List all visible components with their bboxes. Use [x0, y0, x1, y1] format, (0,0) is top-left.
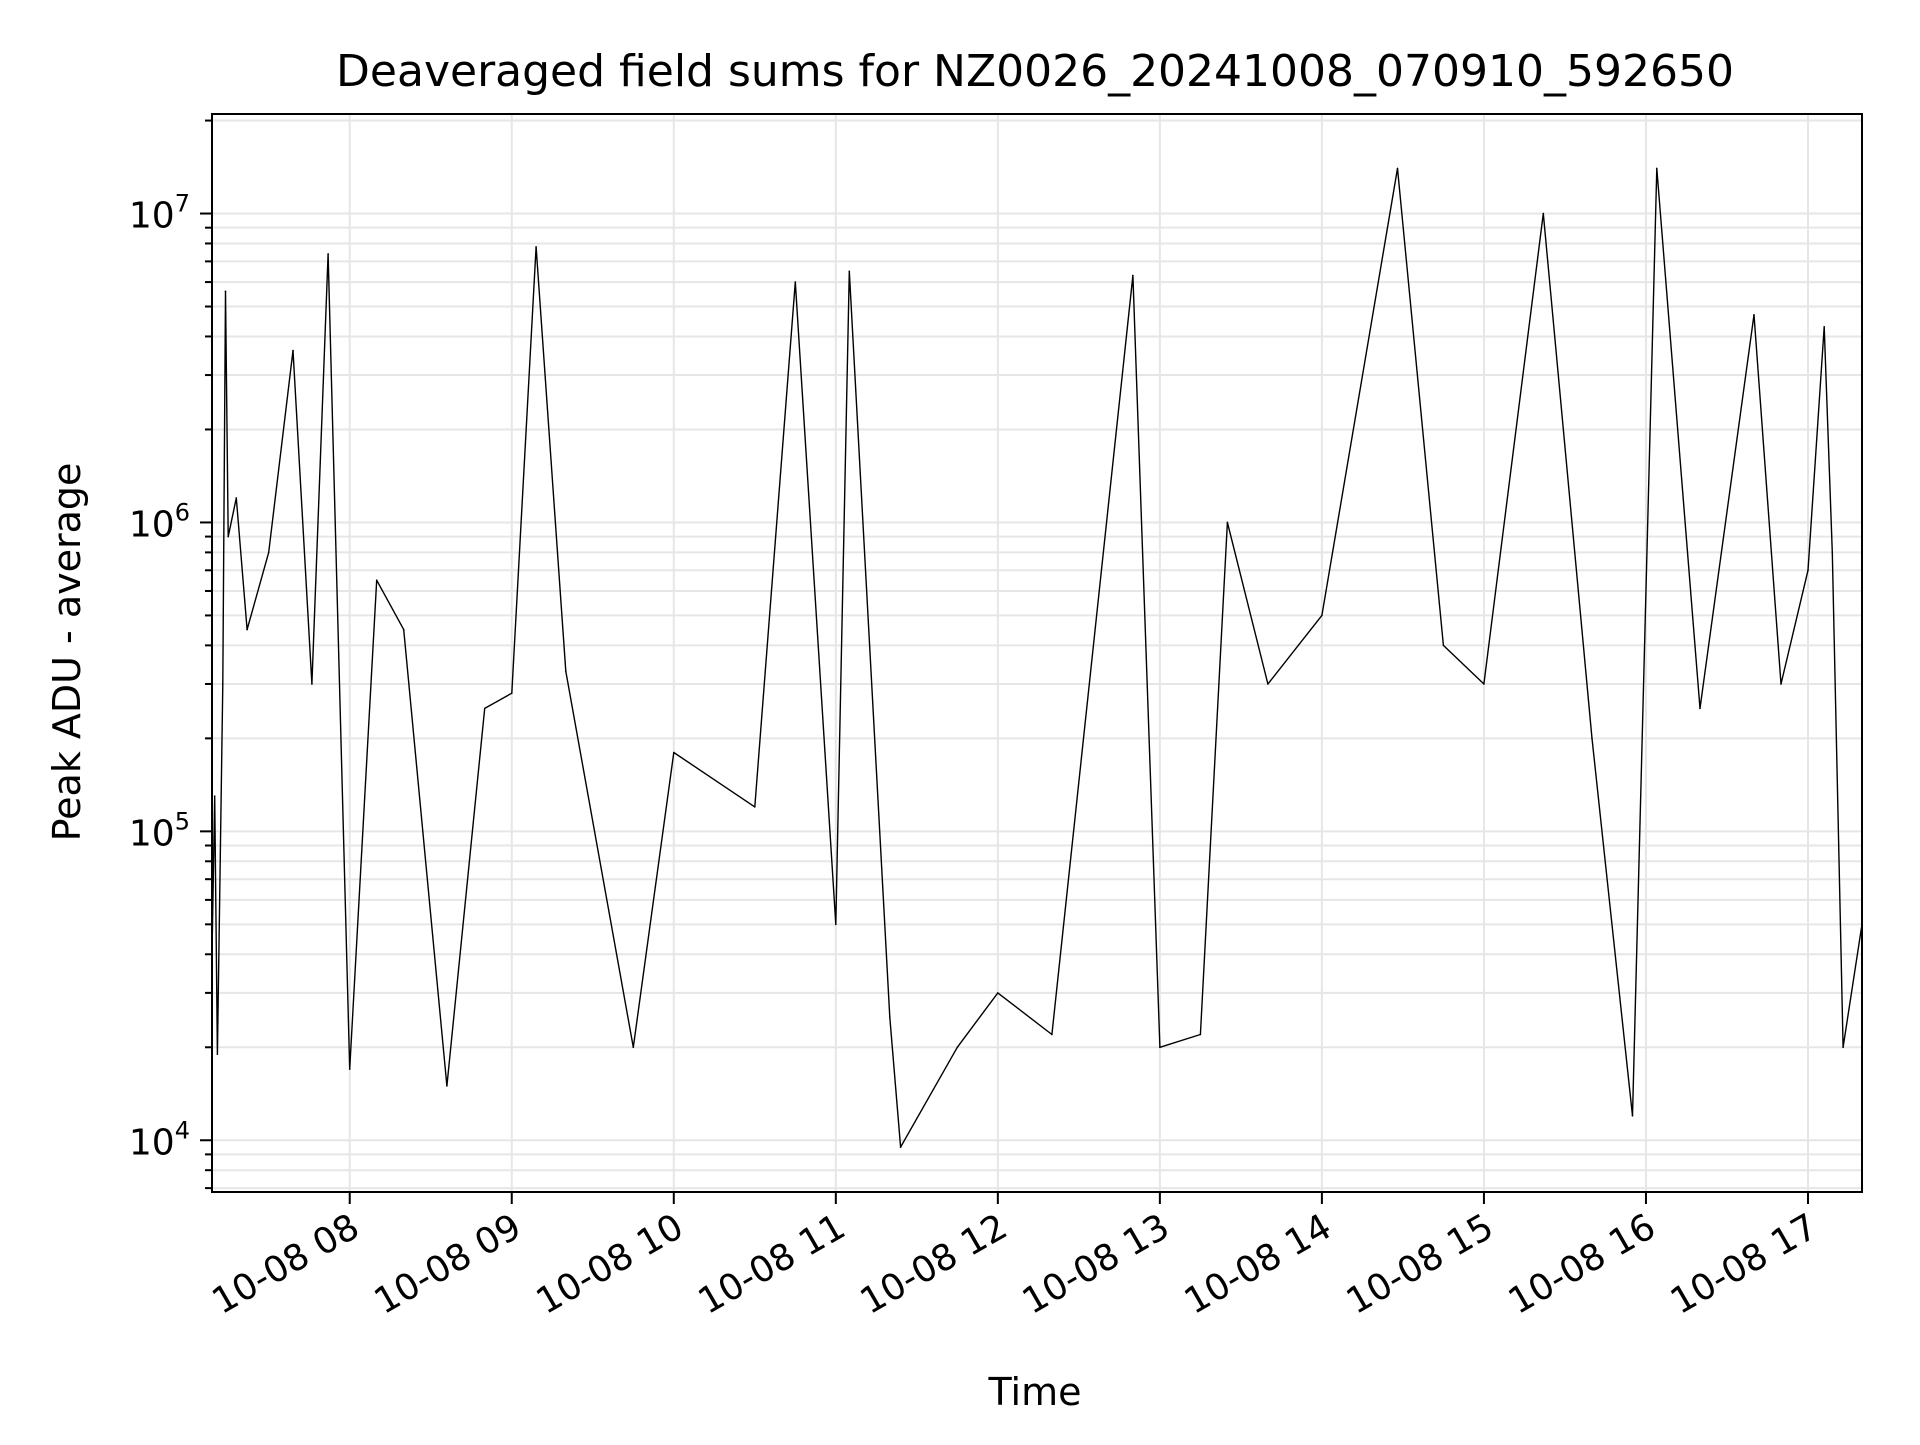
data-point: [375, 579, 378, 582]
data-point: [1051, 1033, 1053, 1036]
data-point: [235, 497, 238, 499]
y-tick-label: 106: [129, 498, 190, 545]
y-tick-exponent: 4: [175, 1116, 190, 1144]
y-tick-label: 104: [129, 1116, 190, 1163]
x-axis-label: Time: [988, 1370, 1082, 1414]
chart-title: Deaveraged field sums for NZ0026_2024100…: [336, 46, 1734, 97]
data-point: [1591, 737, 1593, 740]
data-point: [1842, 1046, 1844, 1049]
data-point: [216, 1053, 219, 1055]
data-point: [1631, 1115, 1634, 1117]
y-tick-label: 105: [129, 807, 190, 854]
data-point: [227, 535, 230, 538]
data-point: [213, 795, 216, 797]
data-point: [510, 692, 513, 695]
y-tick-exponent: 7: [175, 190, 190, 218]
data-point: [564, 670, 567, 672]
data-point: [1823, 325, 1825, 328]
data-point: [1655, 167, 1658, 170]
line-layer: [211, 167, 1863, 1148]
data-point: [889, 1016, 891, 1019]
data-point: [535, 246, 537, 248]
data-point: [1542, 212, 1545, 215]
data-point: [1807, 569, 1809, 572]
data-point: [267, 551, 270, 554]
y-tick-base: 10: [129, 504, 175, 545]
data-point: [1396, 167, 1399, 170]
data-point: [997, 992, 999, 994]
data-point: [222, 683, 224, 685]
data-point: [246, 628, 248, 631]
data-point: [1753, 314, 1755, 316]
data-point: [1226, 521, 1229, 524]
data-point: [1442, 644, 1445, 647]
grid-layer: [212, 114, 1862, 1192]
data-point: [327, 253, 329, 255]
y-tick-base: 10: [129, 1122, 175, 1163]
y-tick-base: 10: [129, 813, 175, 854]
data-point: [1159, 1046, 1161, 1049]
data-point: [311, 683, 313, 685]
data-point: [1699, 707, 1701, 710]
data-point: [483, 707, 486, 710]
series-line: [212, 167, 1862, 1148]
data-point: [1831, 551, 1834, 554]
data-point: [672, 751, 675, 754]
data-point: [632, 1046, 635, 1049]
data-point: [224, 290, 227, 293]
data-point: [292, 349, 294, 352]
y-tick-base: 10: [129, 196, 175, 237]
data-point: [1780, 683, 1782, 685]
data-point: [1199, 1033, 1202, 1036]
data-point: [956, 1046, 959, 1049]
data-point: [753, 806, 756, 808]
data-point: [848, 270, 851, 273]
data-point: [1267, 683, 1269, 685]
data-point: [1132, 274, 1134, 277]
data-point: [794, 281, 797, 283]
data-point: [348, 1068, 351, 1070]
plot-frame: [211, 113, 1863, 1193]
data-point: [446, 1085, 448, 1087]
y-tick-label: 107: [129, 190, 190, 237]
data-point: [899, 1146, 902, 1148]
data-point: [1483, 683, 1485, 685]
y-axis-label: Peak ADU - average: [45, 463, 89, 842]
data-point: [835, 923, 837, 926]
y-tick-exponent: 6: [175, 498, 190, 526]
data-point: [402, 628, 405, 631]
y-tick-exponent: 5: [175, 807, 190, 835]
data-point: [1321, 614, 1323, 617]
